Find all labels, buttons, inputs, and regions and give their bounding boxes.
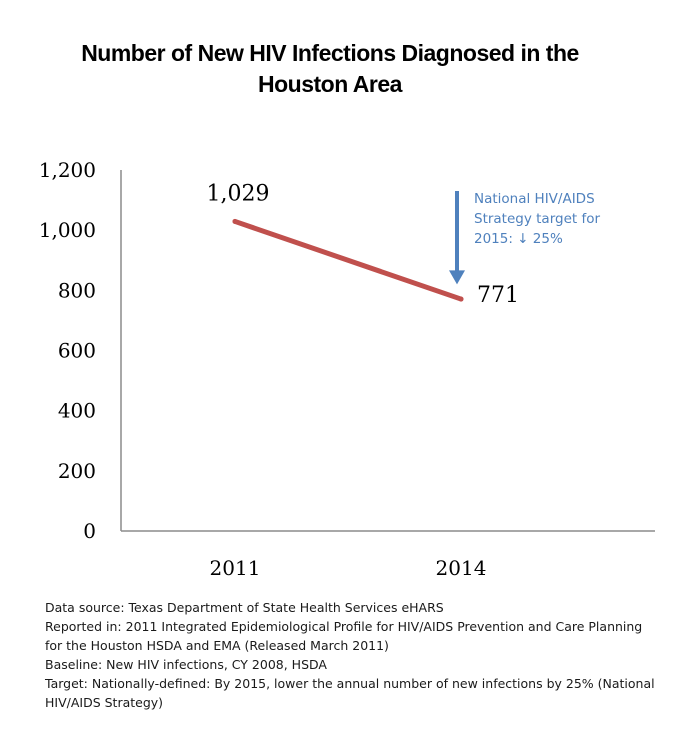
chart-title-line-2: Houston Area [258, 71, 402, 97]
data-label: 771 [477, 283, 519, 308]
annotation-text: 2015: ↓ 25% [474, 231, 563, 247]
series-line [232, 218, 464, 302]
annotation-text: Strategy target for [474, 211, 600, 227]
annotation-text: National HIV/AIDS [474, 191, 595, 207]
x-tick-label: 2014 [436, 556, 487, 580]
y-tick-label: 800 [58, 278, 96, 302]
data-label: 1,029 [207, 181, 270, 206]
y-tick-label: 600 [58, 339, 96, 363]
target-arrow-head [449, 270, 465, 285]
note-baseline: Baseline: New HIV infections, CY 2008, H… [45, 657, 327, 672]
chart-title: Number of New HIV Infections Diagnosed i… [20, 38, 640, 100]
y-tick-label: 1,200 [39, 158, 96, 182]
x-tick-label: 2011 [210, 556, 261, 580]
note-target: Target: Nationally-defined: By 2015, low… [45, 676, 655, 710]
chart-title-line-1: Number of New HIV Infections Diagnosed i… [81, 40, 579, 66]
chart-notes: Data source: Texas Department of State H… [45, 598, 655, 712]
data-point [232, 218, 238, 224]
note-data-source: Data source: Texas Department of State H… [45, 600, 444, 615]
y-tick-label: 0 [83, 519, 96, 543]
note-reported-in: Reported in: 2011 Integrated Epidemiolog… [45, 619, 643, 653]
y-tick-label: 200 [58, 459, 96, 483]
line-chart: 0 200 400 600 800 1,000 1,200 2011 2014 1,029 771 N… [39, 158, 655, 580]
y-tick-label: 1,000 [39, 218, 96, 242]
y-tick-label: 400 [58, 399, 96, 423]
data-point [458, 296, 464, 302]
